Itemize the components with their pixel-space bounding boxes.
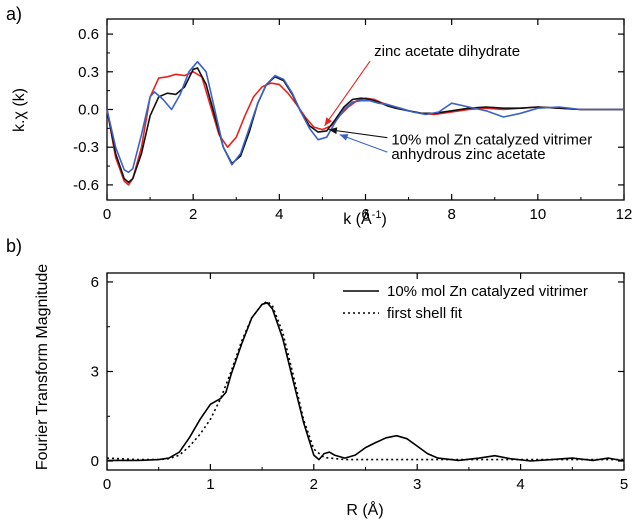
y-tick-label: 0 [91,453,99,470]
y-tick-label: 0.6 [78,26,99,43]
series-line-1 [107,301,625,462]
annotation-label: 10% mol Zn catalyzed vitrimer [391,132,592,149]
x-tick-label: 10 [529,206,546,223]
panel-b-label: b) [6,236,22,256]
panel-a-x-axis-label: k (Å-1) [343,209,387,228]
series-line-3 [106,60,624,174]
x-tick-label: 6 [361,206,369,223]
x-tick-label: 2 [189,206,197,223]
annotation-arrowhead [339,134,349,141]
x-tick-label: 1 [206,476,214,493]
x-tick-label: 12 [616,206,633,223]
annotation-label: zinc acetate dihydrate [374,43,520,60]
annotation-arrow [328,129,388,139]
annotation-label: anhydrous zinc acetate [391,146,545,163]
x-tick-label: 4 [275,206,283,223]
panel-b-plot-area: 0 1 2 3 4 5 0 3 6 10% mol Zn catalyzed vitrimer fi… [91,272,628,493]
y-tick-label: 0.0 [78,102,99,119]
panel-b-y-axis-label: Fourier Transform Magnitude [34,264,51,470]
x-tick-label: 3 [413,476,421,493]
y-tick-label: 6 [91,274,99,291]
x-tick-label: 0 [103,206,111,223]
annotation-arrowhead [328,127,338,135]
x-tick-label: 2 [310,476,318,493]
x-tick-label: 5 [620,476,628,493]
annotation-arrow [339,134,388,153]
panel-a: a) k.χ (k) 0 2 4 6 8 10 12 -0.6 -0.3 0.0 0.3 0.6 zin… [6,4,632,228]
x-tick-label: 4 [516,476,524,493]
y-tick-label: -0.6 [73,177,99,194]
panel-a-y-axis-label: k.χ (k) [11,88,28,132]
x-tick-label: 8 [447,206,455,223]
legend-label: first shell fit [387,305,463,322]
panel-b-x-axis-label: R (Å) [346,500,383,519]
plot-frame [106,272,625,471]
panel-a-plot-area: 0 2 4 6 8 10 12 -0.6 -0.3 0.0 0.3 0.6 zinc acetate d… [73,18,633,223]
series-line-2 [106,300,624,461]
annotation-arrow [324,60,371,127]
y-tick-label: 3 [91,364,99,381]
legend-label: 10% mol Zn catalyzed vitrimer [387,283,588,300]
y-tick-label: -0.3 [73,139,99,156]
annotation-arrowhead [324,117,333,126]
x-tick-label: 0 [103,476,111,493]
plot-frame [106,18,625,201]
panel-a-label: a) [6,4,22,24]
panel-b: b) Fourier Transform Magnitude 0 1 2 3 4 5 0 3 6… [6,236,628,519]
series-line-1 [106,71,624,186]
y-tick-label: 0.3 [78,64,99,81]
